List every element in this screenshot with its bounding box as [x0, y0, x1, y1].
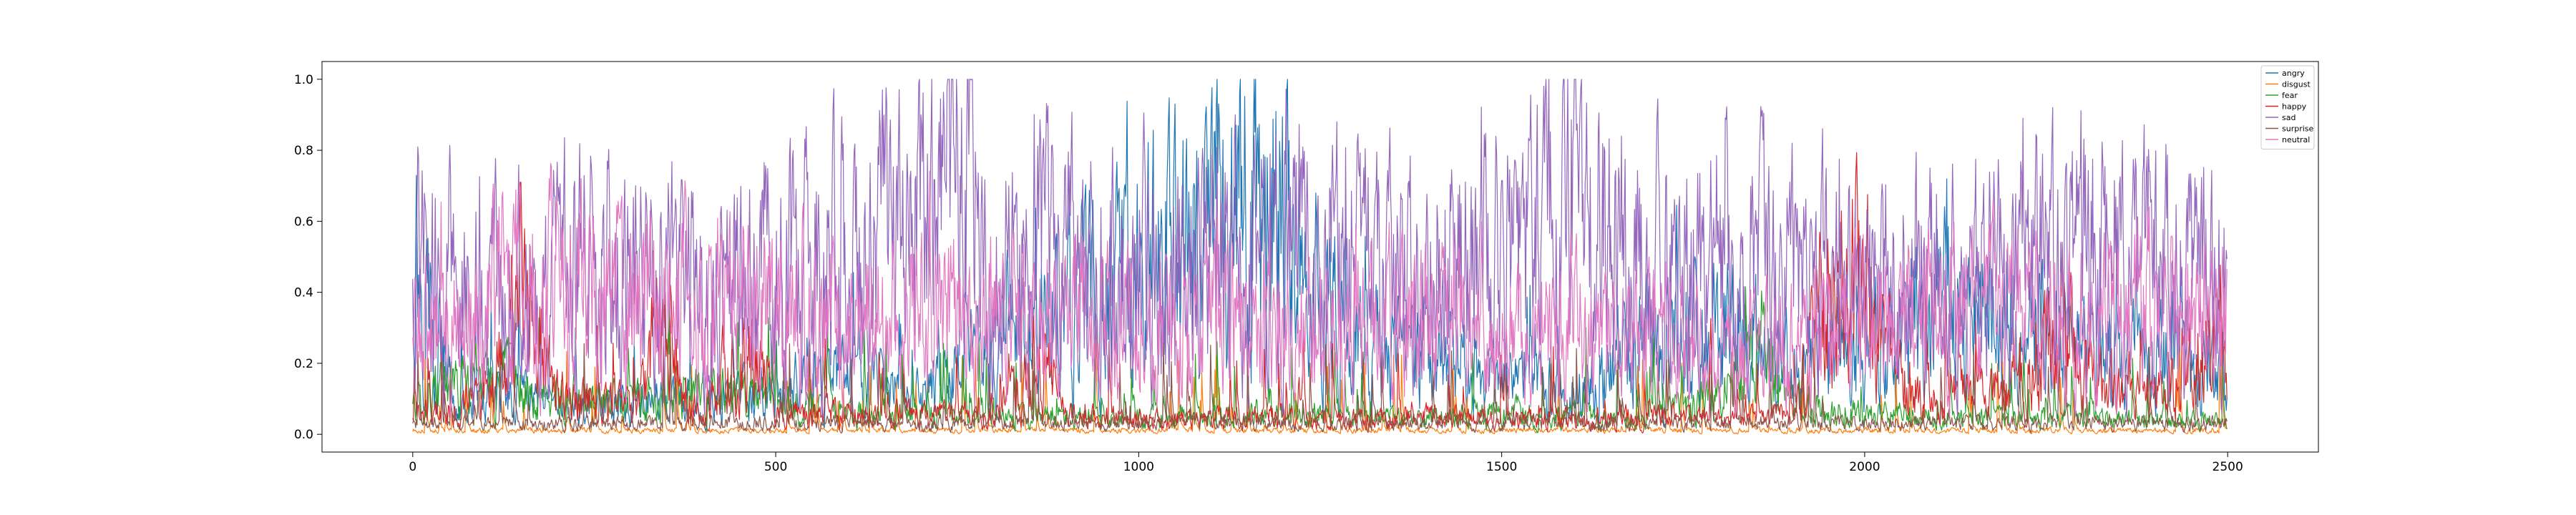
x-tick-label: 500 [764, 460, 787, 474]
legend-label-fear: fear [2282, 91, 2298, 100]
x-tick-label: 1000 [1123, 460, 1154, 474]
legend-label-surprise: surprise [2282, 124, 2314, 134]
series-line-happy [412, 152, 2228, 434]
legend-label-sad: sad [2282, 113, 2296, 122]
axes-frame [321, 61, 2319, 453]
legend-label-angry: angry [2282, 69, 2305, 78]
y-tick-label: 0.6 [294, 215, 313, 229]
y-tick-label: 0.8 [294, 144, 313, 158]
series-line-surprise [412, 342, 2228, 433]
x-tick-label: 1500 [1486, 460, 1517, 474]
x-tick-label: 2000 [1849, 460, 1880, 474]
x-axis: 0 500 1000 1500 2000 2500 [409, 452, 2243, 474]
legend-label-disgust: disgust [2282, 80, 2311, 89]
legend-label-neutral: neutral [2282, 135, 2310, 144]
series-line-neutral [412, 162, 2228, 423]
x-tick-label: 0 [409, 460, 416, 474]
y-tick-label: 0.0 [294, 428, 313, 442]
y-tick-label: 0.4 [294, 286, 313, 300]
y-tick-label: 1.0 [294, 73, 313, 87]
series-line-disgust [412, 336, 2228, 435]
legend-label-happy: happy [2282, 102, 2307, 112]
series-layer [412, 79, 2228, 435]
y-axis: 0.0 0.2 0.4 0.6 0.8 1.0 [294, 73, 322, 442]
y-tick-label: 0.2 [294, 357, 313, 371]
x-tick-label: 2500 [2212, 460, 2243, 474]
